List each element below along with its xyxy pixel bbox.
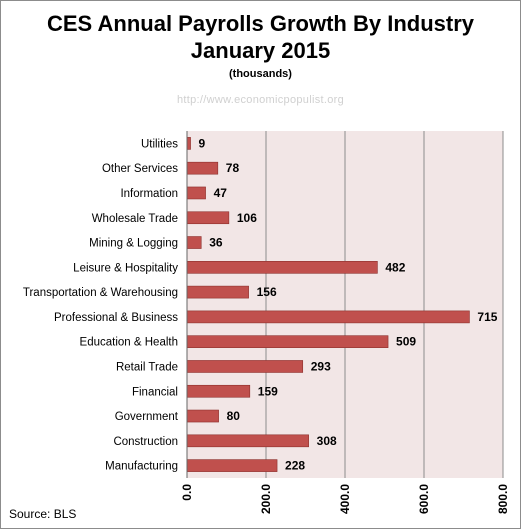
category-label: Transportation & Warehousing xyxy=(23,287,178,299)
category-label: Education & Health xyxy=(80,337,178,349)
bars xyxy=(186,137,470,472)
data-label: 78 xyxy=(226,161,240,175)
x-tick-label: 600.0 xyxy=(417,484,431,514)
data-label: 228 xyxy=(285,459,305,473)
x-tick-label: 0.0 xyxy=(180,484,194,501)
category-label: Construction xyxy=(113,436,178,448)
data-labels: 9 78 47 106 36 482 156 715 509 293 159 80 308 228 xyxy=(199,136,498,472)
bar xyxy=(186,384,251,398)
data-label: 293 xyxy=(311,359,331,373)
data-label: 156 xyxy=(257,285,277,299)
bar xyxy=(186,285,249,299)
data-label: 80 xyxy=(227,409,241,423)
category-label: Utilities xyxy=(141,138,178,150)
chart-title: CES Annual Payrolls Growth By Industry xyxy=(46,11,475,36)
category-label: Mining & Logging xyxy=(89,238,178,250)
category-label: Leisure & Hospitality xyxy=(73,262,178,274)
category-label: Government xyxy=(115,411,179,423)
bar xyxy=(186,137,191,150)
data-label: 47 xyxy=(214,186,228,200)
source-note: Source: BLS xyxy=(9,507,77,521)
bar xyxy=(186,186,206,200)
data-label: 715 xyxy=(477,310,497,324)
category-label: Manufacturing xyxy=(105,461,178,473)
bar xyxy=(186,335,389,348)
bar xyxy=(186,434,309,448)
category-label: Information xyxy=(120,188,178,200)
x-tick-labels: 0.0 200.0 400.0 600.0 800.0 xyxy=(180,484,510,514)
data-label: 159 xyxy=(258,384,278,398)
data-label: 36 xyxy=(209,236,223,250)
category-label: Wholesale Trade xyxy=(92,213,178,225)
x-tick-label: 400.0 xyxy=(338,484,352,514)
category-label: Professional & Business xyxy=(54,312,178,324)
watermark-url: http://www.economicpopulist.org xyxy=(176,94,345,106)
data-label: 482 xyxy=(385,260,405,274)
chart-subtitle: (thousands) xyxy=(229,68,292,80)
bar xyxy=(186,261,378,274)
bar xyxy=(186,409,219,423)
category-label: Financial xyxy=(132,386,178,398)
chart-title-line2: January 2015 xyxy=(190,38,331,63)
bar xyxy=(186,161,219,175)
gridlines xyxy=(265,131,504,478)
bar xyxy=(186,236,202,249)
data-label: 509 xyxy=(396,335,416,349)
data-label: 9 xyxy=(199,136,206,150)
x-tick-label: 200.0 xyxy=(259,484,273,514)
data-label: 308 xyxy=(317,434,337,448)
category-label: Retail Trade xyxy=(116,361,178,373)
x-tick-label: 800.0 xyxy=(496,484,510,514)
category-label: Other Services xyxy=(102,163,178,175)
bar xyxy=(186,211,230,225)
bar xyxy=(186,310,470,324)
bar xyxy=(186,459,278,472)
data-label: 106 xyxy=(237,211,257,225)
category-labels: Utilities Other Services Information Wholes… xyxy=(23,138,179,472)
bar xyxy=(186,360,304,373)
